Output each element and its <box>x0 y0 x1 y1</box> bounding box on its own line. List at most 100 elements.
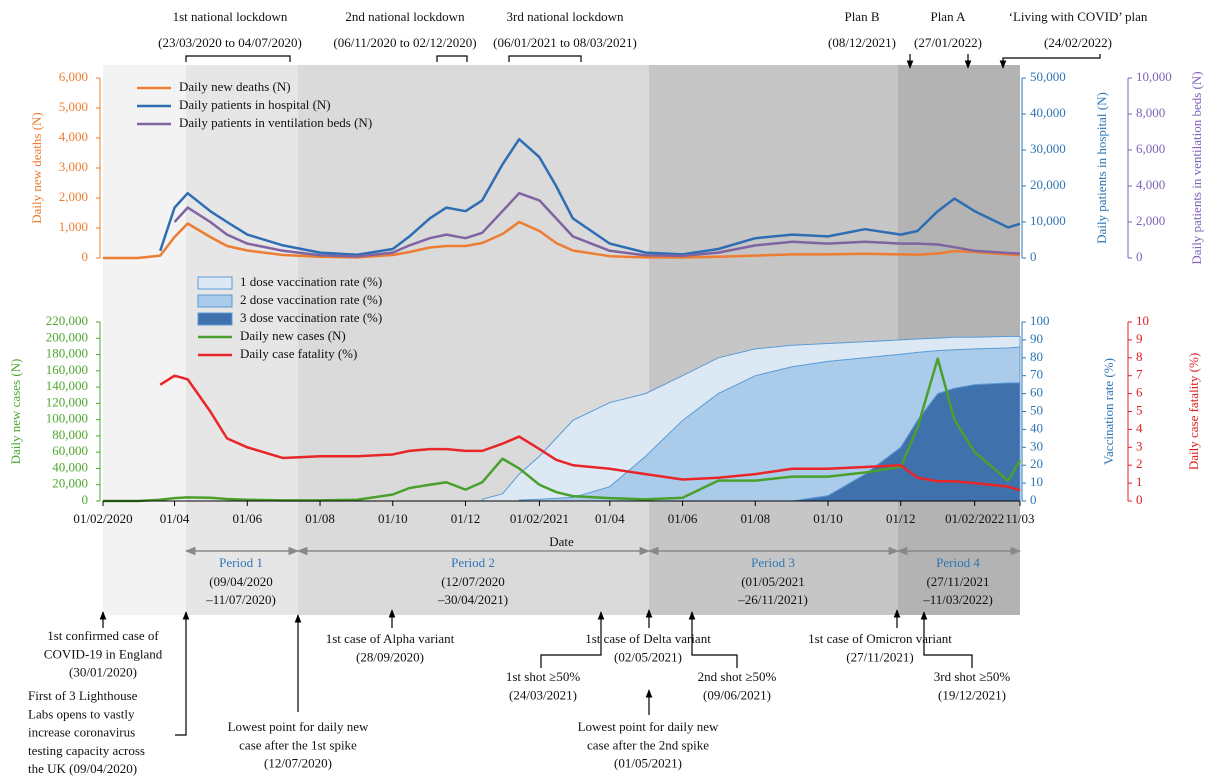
x-tick-label: 01/08 <box>740 511 770 526</box>
y2-tick-label: 50,000 <box>1030 69 1066 84</box>
y3-tick-label: 6 <box>1136 385 1143 400</box>
event-label: 1st case of Omicron variant <box>808 631 952 646</box>
period-start: (27/11/2021 <box>926 574 989 589</box>
event-label: First of 3 Lighthouse <box>28 688 138 703</box>
event-label: 1st case of Alpha variant <box>326 631 455 646</box>
period-end: –30/04/2021) <box>437 592 508 607</box>
connectors <box>99 54 1101 736</box>
event-label: Lowest point for daily new <box>578 719 719 734</box>
event-label: Lowest point for daily new <box>228 719 369 734</box>
arrow <box>688 611 738 668</box>
event-label: (09/06/2021) <box>703 687 771 702</box>
y-tick-label: 1,000 <box>59 219 88 234</box>
y-tick-label: 6,000 <box>59 69 88 84</box>
x-axis-title: Date <box>549 534 574 549</box>
plan-date: (27/01/2022) <box>914 35 982 50</box>
x-tick-label: 01/12 <box>451 511 481 526</box>
y-tick-label: 3,000 <box>59 159 88 174</box>
y3-tick-label: 1 <box>1136 474 1143 489</box>
band <box>649 65 898 615</box>
y2-tick-label: 70 <box>1030 367 1043 382</box>
legend-label: Daily new deaths (N) <box>179 79 291 94</box>
legend-label: 3 dose vaccination rate (%) <box>240 310 382 325</box>
arrow <box>920 611 973 668</box>
y-tick-label: 80,000 <box>52 427 88 442</box>
y2-tick-label: 50 <box>1030 402 1043 417</box>
y2-tick-label: 0 <box>1030 249 1037 264</box>
event-label: case after the 2nd spike <box>587 737 709 752</box>
y2-axis-title: Vaccination rate (%) <box>1101 358 1116 465</box>
lockdown-title: 1st national lockdown <box>173 9 288 24</box>
band <box>298 65 649 615</box>
y-tick-label: 0 <box>82 249 89 264</box>
x-tick-label: 01/06 <box>232 511 262 526</box>
y3-axis-title: Daily case fatality (%) <box>1186 353 1201 470</box>
event-label: (28/09/2020) <box>356 649 424 664</box>
y3-tick-label: 4 <box>1136 420 1143 435</box>
y2-tick-label: 40,000 <box>1030 105 1066 120</box>
line <box>173 191 1021 258</box>
x-tick-label: 01/10 <box>378 511 408 526</box>
x-tick-label: 01/04 <box>160 511 190 526</box>
y3-tick-label: 6,000 <box>1136 141 1165 156</box>
y2-tick-label: 60 <box>1030 385 1043 400</box>
y3-tick-label: 2 <box>1136 456 1143 471</box>
line <box>103 357 1022 503</box>
y-tick-label: 20,000 <box>52 476 88 491</box>
x-tick-label: 01/04 <box>595 511 625 526</box>
y3-tick-label: 8 <box>1136 349 1143 364</box>
line <box>159 137 1021 257</box>
y3-tick-label: 0 <box>1136 492 1143 507</box>
lockdown-title: 2nd national lockdown <box>345 9 465 24</box>
arrow <box>540 611 605 668</box>
event-label: increase coronavirus <box>28 725 135 740</box>
plan-date: (08/12/2021) <box>828 35 896 50</box>
legend-label: 1 dose vaccination rate (%) <box>240 274 382 289</box>
period-start: (01/05/2021 <box>741 574 805 589</box>
y-tick-label: 100,000 <box>46 411 88 426</box>
y3-tick-label: 10,000 <box>1136 69 1172 84</box>
y2-tick-label: 20,000 <box>1030 177 1066 192</box>
event-label: Labs opens to vastly <box>28 706 135 721</box>
line <box>103 220 1021 260</box>
y2-tick-label: 30 <box>1030 438 1043 453</box>
event-label: 2nd shot ≥50% <box>698 669 777 684</box>
legend-label: Daily case fatality (%) <box>240 346 357 361</box>
period-end: –11/03/2022) <box>922 592 993 607</box>
y-tick-label: 2,000 <box>59 189 88 204</box>
x-tick-label: 01/06 <box>668 511 698 526</box>
event-label: (12/07/2020) <box>264 756 332 771</box>
bracket <box>185 55 291 62</box>
y3-axis-title: Daily patients in ventilation beds (N) <box>1189 71 1204 264</box>
line <box>159 374 1021 492</box>
event-label: (19/12/2021) <box>938 687 1006 702</box>
event-label: 3rd shot ≥50% <box>934 669 1011 684</box>
period-end: –11/07/2020) <box>205 592 276 607</box>
x-tick-label: 11/03 <box>1005 511 1034 526</box>
bracket <box>508 55 582 62</box>
x-tick-label: 01/08 <box>305 511 335 526</box>
y-tick-label: 220,000 <box>46 313 88 328</box>
arrow <box>175 611 190 736</box>
x-tick-label: 01/02/2021 <box>510 511 569 526</box>
y-tick-label: 180,000 <box>46 346 88 361</box>
legend-label: Daily patients in ventilation beds (N) <box>179 115 372 130</box>
event-label: 1st shot ≥50% <box>506 669 580 684</box>
event-label: (24/03/2021) <box>509 687 577 702</box>
band <box>186 65 298 615</box>
period-name: Period 1 <box>219 555 263 570</box>
period-name: Period 2 <box>451 555 495 570</box>
plot-area <box>103 137 1022 503</box>
y2-tick-label: 80 <box>1030 349 1043 364</box>
legend-swatch <box>197 276 233 290</box>
y2-tick-label: 20 <box>1030 456 1043 471</box>
period-name: Period 3 <box>751 555 795 570</box>
y-tick-label: 5,000 <box>59 99 88 114</box>
x-tick-label: 01/02/2020 <box>73 511 132 526</box>
y-axis-title: Daily new cases (N) <box>8 359 23 465</box>
period-start: (09/04/2020 <box>209 574 273 589</box>
y2-tick-label: 10,000 <box>1030 213 1066 228</box>
x-tick-label: 01/10 <box>813 511 843 526</box>
y-tick-label: 200,000 <box>46 329 88 344</box>
